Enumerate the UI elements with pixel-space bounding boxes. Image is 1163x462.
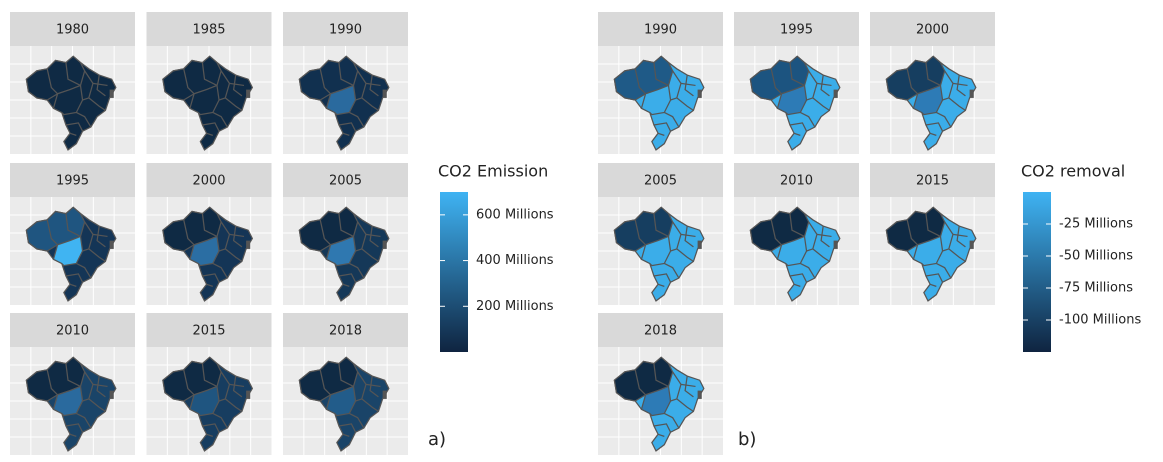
colorbar-tick-label: 600 Millions: [476, 207, 554, 222]
colorbar-tick-label: -25 Millions: [1059, 217, 1133, 232]
colorbar-tick-label: 400 Millions: [476, 253, 554, 268]
legend-title: CO2 removal: [1021, 162, 1125, 181]
colorbar-tick-label: -100 Millions: [1059, 313, 1141, 328]
facet-strip: [10, 313, 135, 347]
facet-strip: [734, 163, 859, 197]
facet-title: 2000: [192, 174, 225, 189]
facet: 2005: [283, 163, 408, 305]
colorbar-tick-label: -50 Millions: [1059, 249, 1133, 264]
facet: 1985: [146, 12, 272, 154]
facet-title: 2010: [56, 324, 89, 339]
facet: 1995: [734, 12, 859, 154]
facet-strip: [146, 163, 272, 197]
facet-title: 1980: [56, 23, 89, 38]
facet-title: 1990: [644, 23, 677, 38]
facet: 2018: [598, 313, 723, 455]
facet: 1995: [10, 163, 135, 305]
facet: 2018: [283, 313, 408, 455]
facet: 2010: [734, 163, 859, 305]
facet-title: 2015: [916, 174, 949, 189]
facet-title: 2018: [329, 324, 362, 339]
colorbar: [1023, 192, 1051, 352]
facet-strip: [283, 313, 408, 347]
facet-strip: [283, 163, 408, 197]
facet-strip: [598, 163, 723, 197]
facet: 1990: [283, 12, 408, 154]
facet-strip: [10, 163, 135, 197]
panel-label: a): [428, 429, 446, 450]
facet: 2005: [598, 163, 723, 305]
facet-title: 2018: [644, 324, 677, 339]
facet: 2015: [870, 163, 995, 305]
colorbar: [440, 192, 468, 352]
facet-strip: [146, 313, 272, 347]
facet: 1990: [598, 12, 723, 154]
panel-label: b): [738, 429, 756, 450]
facet: 2015: [146, 313, 272, 455]
facet-title: 1995: [780, 23, 813, 38]
legend-title: CO2 Emission: [438, 162, 548, 181]
facet-strip: [146, 12, 272, 46]
facet-strip: [598, 12, 723, 46]
facet-strip: [10, 12, 135, 46]
facet-strip: [734, 12, 859, 46]
facet-title: 2000: [916, 23, 949, 38]
facet-title: 1990: [329, 23, 362, 38]
facet-title: 2010: [780, 174, 813, 189]
facet-title: 2005: [644, 174, 677, 189]
facet-title: 2005: [329, 174, 362, 189]
colorbar-tick-label: 200 Millions: [476, 299, 554, 314]
facet-strip: [283, 12, 408, 46]
facet-strip: [598, 313, 723, 347]
facet: 1980: [10, 12, 135, 154]
facet-strip: [870, 163, 995, 197]
facet-title: 1985: [192, 23, 225, 38]
facet-strip: [870, 12, 995, 46]
facet-title: 1995: [56, 174, 89, 189]
facet: 2000: [146, 163, 272, 305]
colorbar-tick-label: -75 Millions: [1059, 281, 1133, 296]
facet: 2010: [10, 313, 135, 455]
facet: 2000: [870, 12, 995, 154]
facet-title: 2015: [192, 324, 225, 339]
